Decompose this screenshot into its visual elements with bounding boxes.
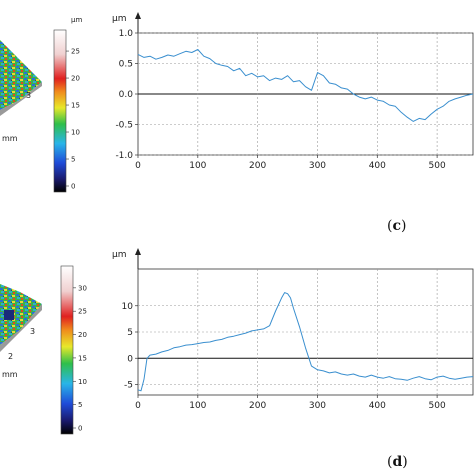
plot-c-x-tick-label: 500 [429,161,446,171]
colorbar-d [60,265,74,435]
plot-d-y-axis-arrow-head [135,248,141,255]
plot-c-y-tick-label: 0.0 [119,90,134,100]
map-c-label-mm: mm [2,134,18,143]
colorbar-d-tick-label: 30 [78,284,87,292]
colorbar-c-tick-label: 15 [71,102,80,110]
plot-c-profile-line [137,49,474,122]
panel-label-d: (d) [387,454,408,470]
plot-d-profile-line [137,292,474,392]
colorbar-d-tick-label: 15 [78,354,87,362]
map-d-label-3: 3 [30,327,35,336]
plot-c-y-tick-label: 1.0 [119,29,134,39]
plot-d-x-tick-label: 200 [249,401,266,411]
colorbar-c-tick-label: 10 [71,129,80,137]
plot-c-y-unit: µm [112,14,127,24]
map-d-dark-spot [4,310,14,320]
panel-label-c: (c) [387,218,406,234]
colorbar-c-tick-label: 25 [71,48,80,56]
plot-c-y-tick-label: -0.5 [115,121,133,131]
plot-c-y-tick-label: -1.0 [115,151,133,161]
plot-d-y-tick-label: 0 [127,354,133,364]
colorbar-d-tick-label: 10 [78,378,87,386]
surface-map-d-edge [0,304,42,352]
surface-map-c [0,40,42,110]
plot-c-y-tick-label: 0.5 [119,60,133,70]
surface-map-c-edge [0,82,42,116]
colorbar-c-tick-label: 0 [71,183,75,191]
plot-c-x-tick-label: 200 [249,161,266,171]
plot-d-x-tick-label: 0 [135,401,141,411]
colorbar-d-tick-label: 5 [78,401,82,409]
colorbar-c-unit: µm [71,16,82,24]
plot-d-y-tick-label: -5 [124,381,133,391]
surface-map-d [0,284,42,345]
plot-c-x-tick-label: 100 [189,161,206,171]
colorbar-d-tick-label: 25 [78,308,87,316]
map-c-label-3: 3 [26,91,31,100]
colorbar-c-tick-label: 5 [71,156,75,164]
plot-d-y-tick-label: 10 [122,302,134,312]
colorbar-c [53,29,67,193]
colorbar-d-tick-label: 20 [78,331,87,339]
plot-c-x-tick-label: 0 [135,161,141,171]
plot-c-y-axis-arrow-head [135,12,141,19]
plot-c-x-tick-label: 300 [309,161,326,171]
plot-d-x-tick-label: 400 [369,401,386,411]
colorbar-d-tick-label: 0 [78,425,82,433]
plot-d-y-unit: µm [112,250,127,260]
plot-d-x-tick-label: 300 [309,401,326,411]
plot-d-y-tick-label: 5 [127,328,133,338]
colorbar-c-tick-label: 20 [71,75,80,83]
map-d-label-mm: mm [2,370,18,379]
plot-d-x-tick-label: 100 [189,401,206,411]
map-d-label-2: 2 [8,352,13,361]
plot-c-x-tick-label: 400 [369,161,386,171]
plot-d-x-tick-label: 500 [429,401,446,411]
